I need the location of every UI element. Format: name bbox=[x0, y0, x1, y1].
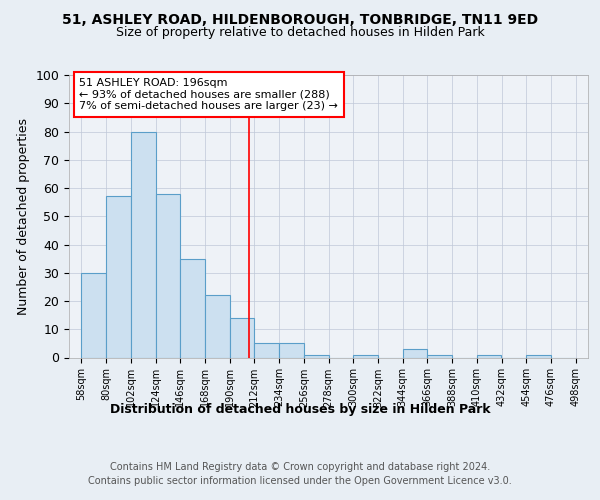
Text: 51, ASHLEY ROAD, HILDENBOROUGH, TONBRIDGE, TN11 9ED: 51, ASHLEY ROAD, HILDENBOROUGH, TONBRIDG… bbox=[62, 12, 538, 26]
Bar bbox=[427, 354, 452, 358]
Bar bbox=[131, 132, 155, 358]
Bar bbox=[155, 194, 180, 358]
Text: Size of property relative to detached houses in Hilden Park: Size of property relative to detached ho… bbox=[116, 26, 484, 39]
Bar bbox=[526, 354, 551, 358]
Bar bbox=[477, 354, 502, 358]
Text: Distribution of detached houses by size in Hilden Park: Distribution of detached houses by size … bbox=[110, 402, 490, 415]
Text: Contains HM Land Registry data © Crown copyright and database right 2024.: Contains HM Land Registry data © Crown c… bbox=[110, 462, 490, 472]
Bar bbox=[82, 273, 106, 357]
Text: Contains public sector information licensed under the Open Government Licence v3: Contains public sector information licen… bbox=[88, 476, 512, 486]
Bar bbox=[304, 354, 329, 358]
Bar bbox=[180, 258, 205, 358]
Bar bbox=[205, 296, 230, 358]
Bar bbox=[279, 344, 304, 357]
Bar bbox=[353, 354, 378, 358]
Bar bbox=[403, 349, 427, 358]
Bar bbox=[230, 318, 254, 358]
Bar bbox=[106, 196, 131, 358]
Y-axis label: Number of detached properties: Number of detached properties bbox=[17, 118, 30, 315]
Bar bbox=[254, 344, 279, 357]
Text: 51 ASHLEY ROAD: 196sqm
← 93% of detached houses are smaller (288)
7% of semi-det: 51 ASHLEY ROAD: 196sqm ← 93% of detached… bbox=[79, 78, 338, 111]
